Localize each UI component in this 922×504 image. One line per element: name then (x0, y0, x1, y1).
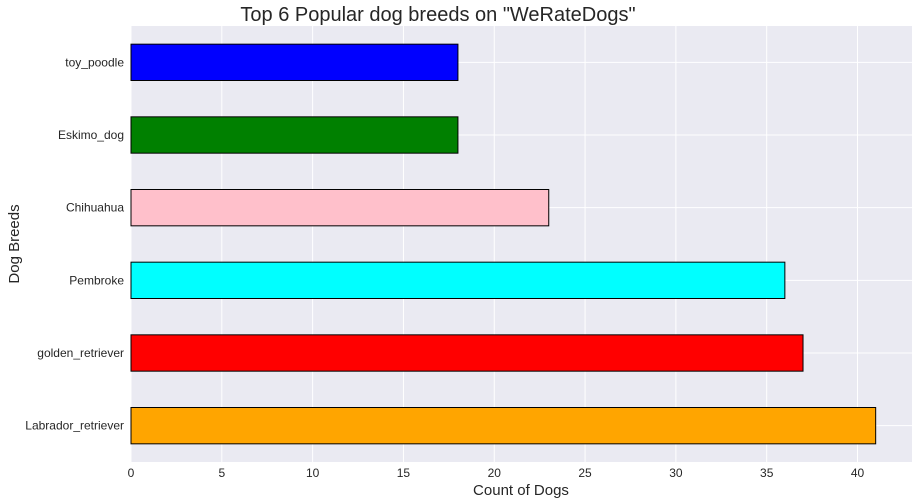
x-tick-label: 10 (306, 466, 320, 480)
y-tick-label: golden_retriever (37, 346, 124, 360)
bars (130, 43, 877, 445)
x-tick-label: 5 (218, 466, 225, 480)
x-tick-label: 25 (578, 466, 592, 480)
bar-labrador-retriever (130, 407, 877, 445)
bar-toy-poodle (130, 43, 459, 81)
y-tick-label: toy_poodle (65, 55, 124, 69)
y-tick-labels: Labrador_retriever golden_retriever Pembro… (25, 55, 124, 432)
x-tick-label: 30 (669, 466, 683, 480)
x-axis-label: Count of Dogs (473, 482, 569, 499)
x-tick-label: 35 (760, 466, 774, 480)
x-tick-label: 20 (488, 466, 502, 480)
x-tick-label: 0 (128, 466, 135, 480)
bar-golden-retriever (130, 334, 804, 372)
bar-pembroke (130, 261, 786, 299)
y-tick-label: Labrador_retriever (25, 419, 124, 433)
x-tick-label: 15 (397, 466, 411, 480)
x-tick-label: 40 (851, 466, 865, 480)
bar-eskimo-dog (130, 116, 459, 154)
y-tick-label: Eskimo_dog (58, 128, 124, 142)
plot-area (131, 26, 912, 462)
chart-title: Top 6 Popular dog breeds on "WeRateDogs" (240, 4, 635, 26)
bar-chihuahua (130, 189, 550, 227)
x-tick-labels: 0 5 10 15 20 25 30 35 40 (128, 466, 865, 480)
y-tick-label: Pembroke (69, 273, 124, 287)
y-axis-label: Dog Breeds (6, 204, 23, 283)
y-tick-label: Chihuahua (66, 201, 124, 215)
